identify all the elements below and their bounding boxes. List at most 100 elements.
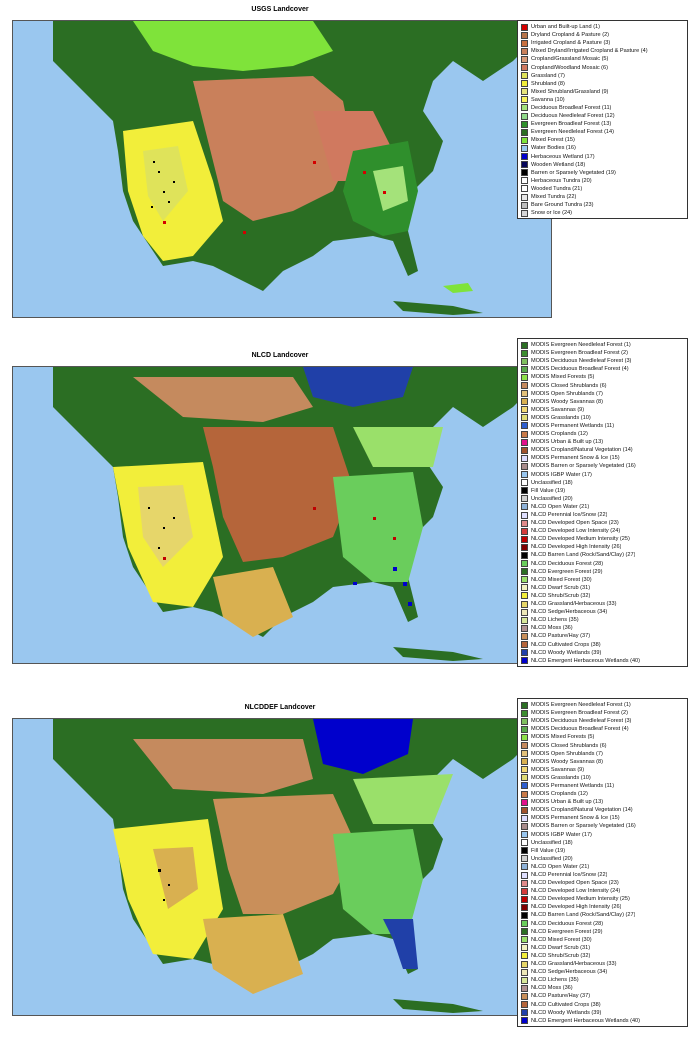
legend-item: Shrubland (8) [521,80,685,88]
legend-swatch [521,527,528,535]
legend-label: NLCD Mixed Forest (30) [531,936,592,943]
legend-label: MODIS Open Shrublands (7) [531,390,603,397]
map-title: NLCD Landcover [251,352,309,359]
legend-item: NLCD Lichens (35) [521,616,685,624]
legend-label: MODIS Closed Shrublands (6) [531,382,607,389]
legend-label: NLCD Open Water (21) [531,863,590,870]
legend-swatch [521,357,528,365]
legend-swatch [521,128,528,136]
legend-swatch [521,624,528,632]
legend-label: MODIS Savannas (9) [531,406,585,413]
legend-label: NLCD Moss (36) [531,625,573,632]
legend-swatch [521,709,528,717]
legend-item: MODIS Mixed Forests (5) [521,733,685,741]
legend-item: NLCD Sedge/Herbaceous (34) [521,608,685,616]
legend-swatch [521,55,528,63]
legend-item: MODIS Evergreen Broadleaf Forest (2) [521,709,685,717]
legend-item: MODIS Woody Savannas (8) [521,758,685,766]
nlcd-map [12,366,552,664]
legend-item: NLCD Developed Low Intensity (24) [521,527,685,535]
legend-item: MODIS Open Shrublands (7) [521,390,685,398]
legend-swatch [521,177,528,185]
legend-label: MODIS Grasslands (10) [531,414,591,421]
legend-swatch [521,365,528,373]
legend-label: Mixed Dryland/Irrigated Cropland & Pastu… [531,48,648,55]
legend-label: NLCD Developed Medium Intensity (25) [531,896,630,903]
usgs-map-graphic [13,21,551,317]
legend-item: Savanna (10) [521,96,685,104]
legend-swatch [521,47,528,55]
legend-item: Wooden Wetland (18) [521,161,685,169]
legend-swatch [521,701,528,709]
legend-item: NLCD Evergreen Forest (29) [521,568,685,576]
legend-label: NLCD Sedge/Herbaceous (34) [531,969,608,976]
legend-swatch [521,592,528,600]
legend-swatch [521,895,528,903]
legend-label: NLCD Developed High Intensity (26) [531,904,622,911]
legend-item: NLCD Open Water (21) [521,503,685,511]
legend-item: NLCD Mixed Forest (30) [521,936,685,944]
legend-item: Mixed Shrubland/Grassland (9) [521,88,685,96]
legend-label: NLCD Evergreen Forest (29) [531,928,603,935]
legend-item: MODIS Mixed Forests (5) [521,373,685,381]
legend-swatch [521,503,528,511]
legend-swatch [521,373,528,381]
usgs-map [12,20,552,318]
legend-swatch [521,992,528,1000]
legend-swatch [521,88,528,96]
legend-label: NLCD Developed Open Space (23) [531,520,619,527]
legend-item: NLCD Emergent Herbaceous Wetlands (40) [521,1017,685,1025]
legend-label: NLCD Pasture/Hay (37) [531,993,591,1000]
legend-swatch [521,936,528,944]
legend-item: MODIS Deciduous Broadleaf Forest (4) [521,725,685,733]
legend-swatch [521,887,528,895]
legend-item: NLCD Barren Land (Rock/Sand/Clay) (27) [521,911,685,919]
legend-item: NLCD Pasture/Hay (37) [521,992,685,1000]
legend-item: MODIS Grasslands (10) [521,774,685,782]
legend-label: NLCD Evergreen Forest (29) [531,568,603,575]
legend-swatch [521,193,528,201]
legend-item: Wooded Tundra (21) [521,185,685,193]
legend-label: Urban and Built-up Land (1) [531,24,601,31]
legend-label: Mixed Shrubland/Grassland (9) [531,88,609,95]
legend-item: MODIS Croplands (12) [521,790,685,798]
legend-swatch [521,414,528,422]
legend-item: NLCD Woody Wetlands (39) [521,649,685,657]
legend-label: Unclassified (20) [531,495,573,502]
legend-item: Bare Ground Tundra (23) [521,201,685,209]
legend-swatch [521,641,528,649]
legend-swatch [521,422,528,430]
legend-item: Mixed Dryland/Irrigated Cropland & Pastu… [521,47,685,55]
legend-label: Wooded Tundra (21) [531,185,583,192]
legend-label: MODIS Savannas (9) [531,766,585,773]
legend-swatch [521,560,528,568]
legend-item: Grassland (7) [521,72,685,80]
legend-swatch [521,879,528,887]
legend-label: MODIS Permanent Snow & Ice (15) [531,455,620,462]
legend-label: MODIS Barren or Sparsely Vegetated (16) [531,823,636,830]
legend-label: Mixed Tundra (22) [531,194,577,201]
legend-item: NLCD Lichens (35) [521,976,685,984]
legend-label: Mixed Forest (15) [531,137,575,144]
legend-item: NLCD Mixed Forest (30) [521,576,685,584]
legend-swatch [521,120,528,128]
legend-swatch [521,454,528,462]
legend-label: MODIS Deciduous Broadleaf Forest (4) [531,726,629,733]
legend-swatch [521,80,528,88]
legend-swatch [521,382,528,390]
legend-label: NLCD Lichens (35) [531,977,579,984]
legend-label: MODIS Urban & Built up (13) [531,799,604,806]
legend-swatch [521,649,528,657]
legend-swatch [521,798,528,806]
legend-item: Urban and Built-up Land (1) [521,23,685,31]
legend-swatch [521,64,528,72]
legend-label: MODIS Evergreen Broadleaf Forest (2) [531,350,628,357]
legend-swatch [521,209,528,217]
legend-item: NLCD Shrub/Scrub (32) [521,952,685,960]
legend-item: NLCD Cultivated Crops (38) [521,1000,685,1009]
legend-label: Water Bodies (16) [531,145,576,152]
legend-item: MODIS Barren or Sparsely Vegetated (16) [521,462,685,470]
legend-item: NLCD Emergent Herbaceous Wetlands (40) [521,657,685,665]
legend-swatch [521,742,528,750]
legend-label: NLCD Perennial Ice/Snow (22) [531,872,608,879]
